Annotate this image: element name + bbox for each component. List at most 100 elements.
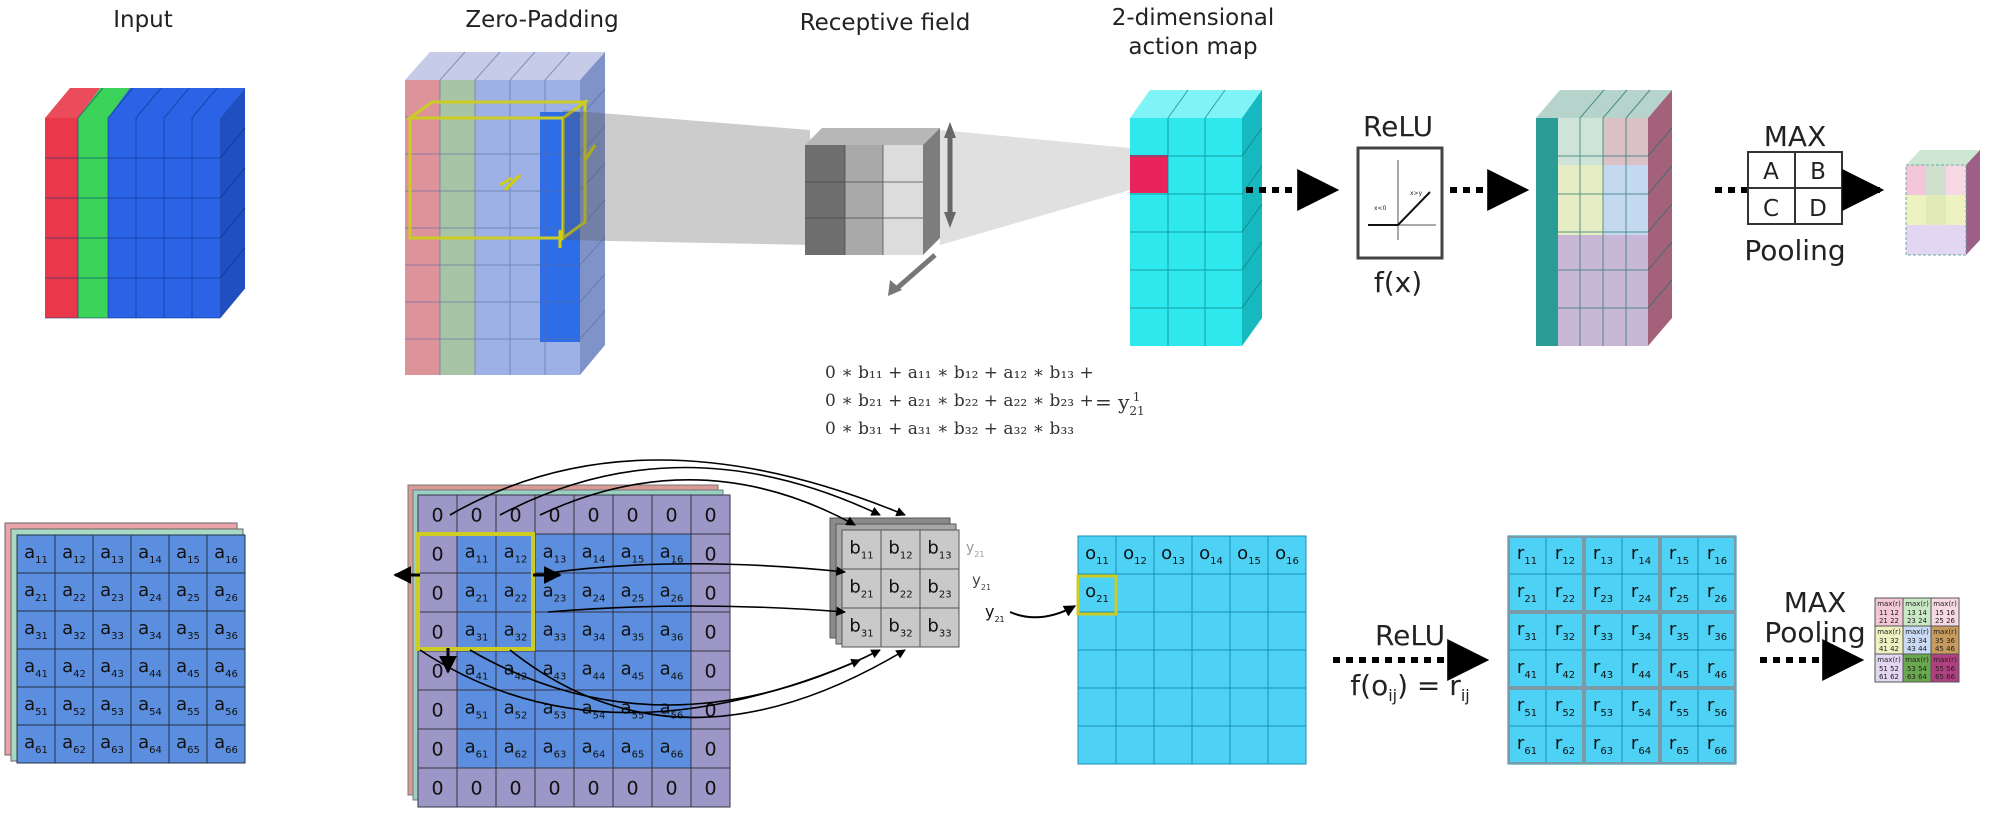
relu-cell	[1507, 611, 1547, 651]
relu-cell-label: r22	[1555, 581, 1575, 605]
input-cell-label: a15	[176, 542, 200, 566]
relu-title-top: ReLU	[1363, 110, 1433, 143]
padding-zero-label: 0	[431, 583, 443, 605]
relu-cell	[1507, 649, 1547, 689]
relu-cell	[1507, 535, 1547, 575]
max-cell-b: B	[1810, 159, 1826, 185]
relu-cell	[1659, 687, 1699, 727]
convolution-arrow	[547, 562, 846, 576]
padding-zero-label: 0	[626, 505, 638, 527]
output-cell	[1267, 535, 1307, 575]
kernel-cell-label: b31	[849, 616, 873, 640]
bottom-relu-grid: r11 r12 r13 r14 r15 r16 r21 r22 r23 r24 r25 r26 r31 r…	[1507, 535, 1737, 765]
padded-cell-label: a23	[543, 581, 567, 605]
relu-cell	[1697, 725, 1737, 765]
relu-cell-label: r34	[1631, 619, 1651, 643]
relu-cell	[1697, 535, 1737, 575]
relu-cell	[1697, 611, 1737, 651]
relu-cell	[1583, 535, 1623, 575]
pooled-cell-b: 41 42	[1879, 645, 1899, 653]
padded-input-cell	[495, 611, 536, 652]
pooled-cell-b: 63 64	[1907, 673, 1928, 681]
kernel-cell	[880, 607, 921, 648]
input-cell-label: a62	[62, 732, 86, 756]
pooled-cell-a: 11 12	[1879, 609, 1899, 617]
input-cell-label: a35	[176, 618, 200, 642]
padded-input-cell	[573, 728, 614, 769]
relu-cell-label: r62	[1555, 733, 1575, 757]
output-cell	[1267, 649, 1307, 689]
bottom-input-stack: a11 a12 a13 a14 a15 a16 a21 a22 a23 a24 a25 a26 a31 a…	[4, 522, 246, 764]
padded-cell-label: a46	[660, 659, 684, 683]
output-cell	[1267, 725, 1307, 765]
relu-cell	[1697, 573, 1737, 613]
padded-cell-label: a42	[504, 659, 528, 683]
padded-cell-label: a33	[543, 620, 567, 644]
input-cell	[16, 686, 56, 726]
relu-cell	[1659, 535, 1699, 575]
relu-cell	[1697, 687, 1737, 727]
output-highlight	[1076, 574, 1118, 616]
padded-cell-label: a45	[621, 659, 645, 683]
pooled-cell	[1874, 597, 1904, 627]
padding-zero-label: 0	[704, 505, 716, 527]
input-cell	[130, 572, 170, 612]
label-action-map-line2: action map	[1128, 34, 1257, 60]
pooled-cell-b: 23 24	[1907, 617, 1928, 625]
relu-cell	[1583, 611, 1623, 651]
padded-input-cell	[456, 572, 497, 613]
output-cell	[1191, 725, 1231, 765]
relu-cell-label: r66	[1707, 733, 1727, 757]
padded-input-cell	[456, 611, 497, 652]
padded-cell-label: a41	[465, 659, 489, 683]
padding-cell	[690, 650, 731, 691]
output-cell-label: o13	[1161, 543, 1185, 567]
pooled-cell-a: 13 14	[1907, 609, 1928, 617]
output-cell	[1191, 573, 1231, 613]
relu-cell	[1507, 573, 1547, 613]
pooled-cell-b: 65 66	[1935, 673, 1956, 681]
padded-cell-label: a54	[582, 698, 606, 722]
kernel-cell-label: b32	[888, 616, 912, 640]
bottom-kernel-stack: b11 b12 b13 b21 b22 b23 b31 b32 b33	[829, 517, 960, 648]
relu-cell-label: r64	[1631, 733, 1651, 757]
relu-cell	[1621, 573, 1661, 613]
output-cell	[1115, 725, 1155, 765]
input-cell-label: a33	[100, 618, 124, 642]
convolution-arrow	[449, 459, 906, 517]
output-cell	[1229, 535, 1269, 575]
padding-zero-label: 0	[704, 544, 716, 566]
input-cell	[168, 534, 208, 574]
relu-cell-label: r23	[1593, 581, 1613, 605]
convolution-arrow	[499, 466, 881, 516]
input-cell	[168, 572, 208, 612]
pooled-cell-a: 33 34	[1907, 637, 1928, 645]
input-cell-label: a55	[176, 694, 200, 718]
relu-cell-label: r12	[1555, 543, 1575, 567]
input-cell-label: a56	[214, 694, 238, 718]
relu-cell-label: r16	[1707, 543, 1727, 567]
padding-cell	[690, 728, 731, 769]
input-cell	[92, 686, 132, 726]
input-cell-label: a14	[138, 542, 162, 566]
input-cell	[206, 686, 246, 726]
padding-cell	[417, 767, 458, 808]
padded-cell-label: a24	[582, 581, 606, 605]
input-cell-label: a13	[100, 542, 124, 566]
pooled-cell-head: max(r)	[1877, 600, 1901, 608]
padded-input-cell	[612, 650, 653, 691]
input-cell	[16, 534, 56, 574]
relu-cell-label: r21	[1517, 581, 1537, 605]
padded-cell-label: a13	[543, 542, 567, 566]
input-cell-label: a31	[24, 618, 48, 642]
padded-cell-label: a22	[504, 581, 528, 605]
input-cell	[92, 648, 132, 688]
input-cell	[168, 610, 208, 650]
padded-cell-label: a36	[660, 620, 684, 644]
padded-cell-label: a15	[621, 542, 645, 566]
padded-input-cell	[534, 728, 575, 769]
convolution-arrow	[547, 605, 846, 617]
padding-cell	[573, 494, 614, 535]
input-cell	[130, 724, 170, 764]
